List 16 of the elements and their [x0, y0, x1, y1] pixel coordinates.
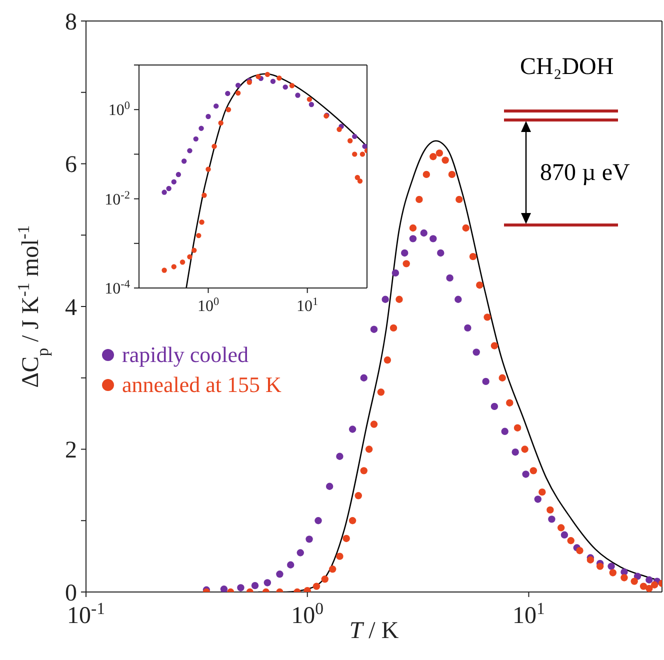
y-tick-label: 8: [65, 9, 77, 36]
legend-label: annealed at 155 K: [122, 371, 282, 399]
legend-label: rapidly cooled: [122, 341, 248, 369]
y-tick-label: 10$^{-4}$: [104, 278, 130, 298]
x-tick-label: 10$^{0}$: [291, 598, 324, 629]
y-tick-label: 6: [65, 152, 77, 178]
y-tick-label: 2: [65, 438, 77, 464]
x-tick-label: 10$^{1}$: [296, 296, 318, 315]
y-tick-label: 10$^{0}$: [108, 100, 130, 120]
annotation: CH₂DOH: [520, 54, 614, 81]
x-axis-title: T / K: [349, 618, 400, 644]
y-tick-label: 0: [65, 580, 77, 606]
y-tick-label: 4: [65, 294, 77, 321]
x-tick-label: 10$^{1}$: [512, 598, 545, 629]
annotation: 870 µ eV: [540, 160, 630, 187]
y-tick-label: 10$^{-2}$: [104, 189, 130, 208]
